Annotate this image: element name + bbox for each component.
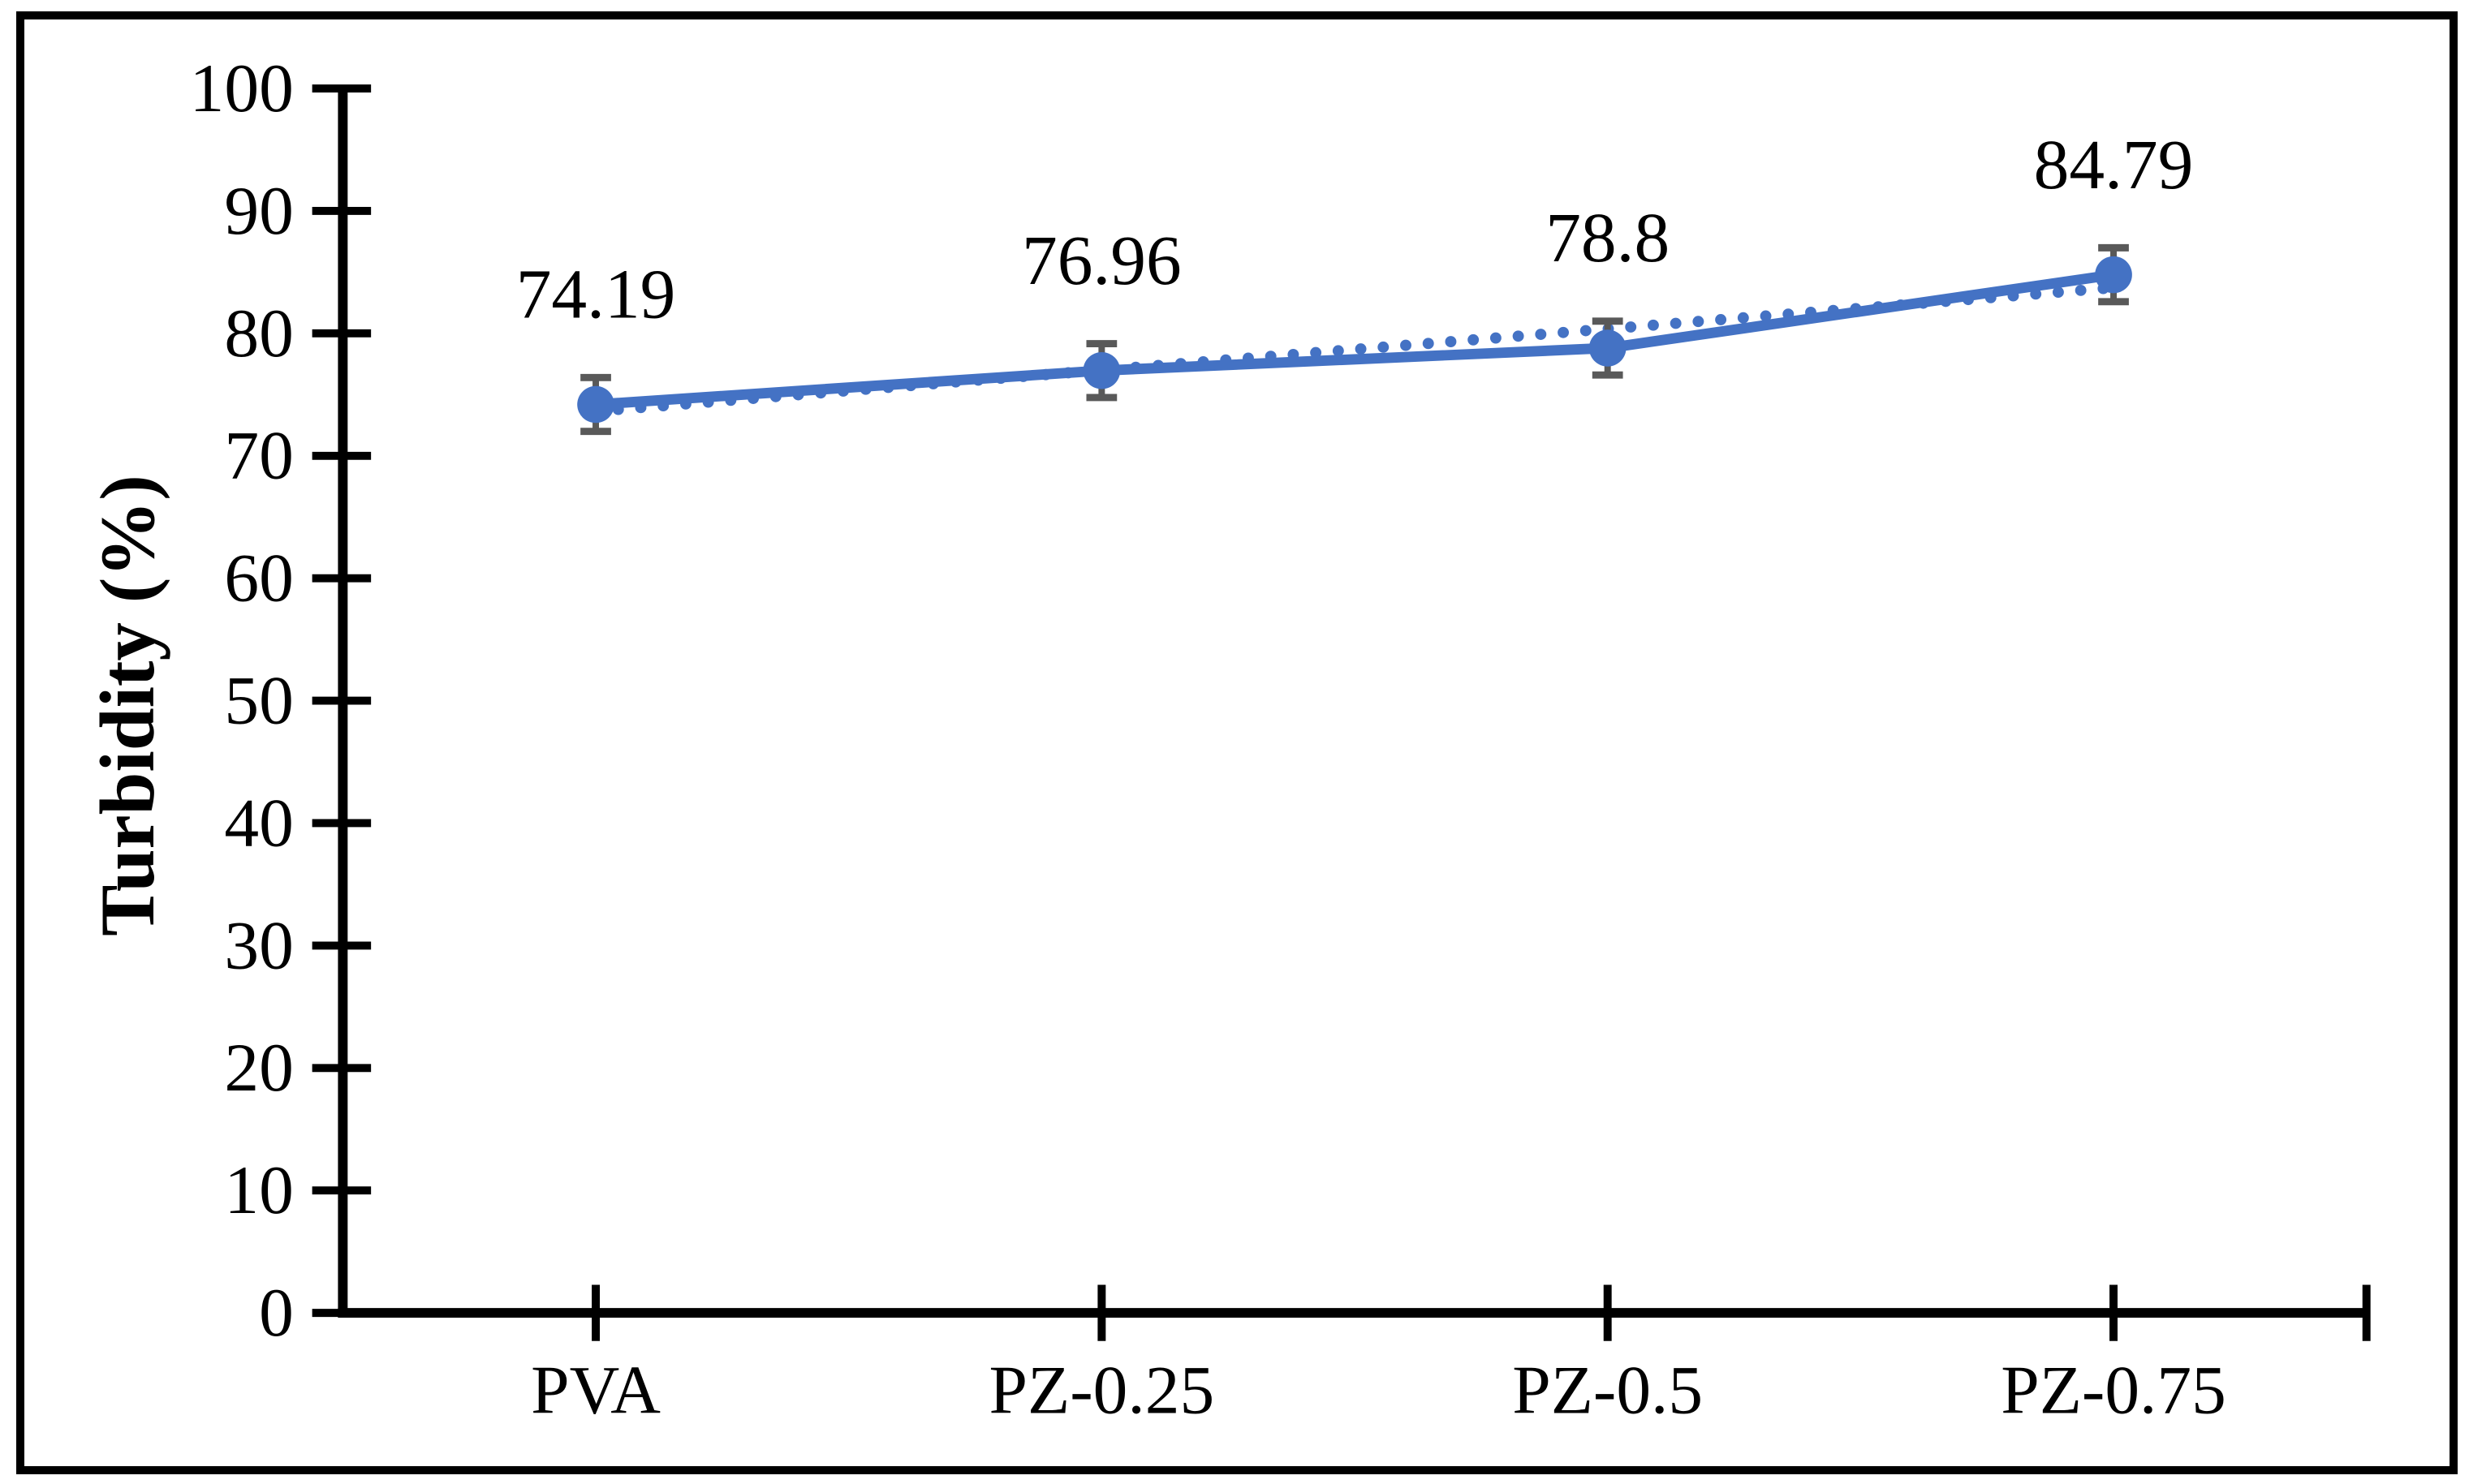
y-tick-label: 40 xyxy=(224,785,293,862)
x-tick-label: PZ-0.25 xyxy=(989,1353,1215,1429)
y-tick-label: 30 xyxy=(224,908,293,984)
line-chart: 0 10 20 30 40 50 60 70 80 90 100 PVA PZ-0.25 PZ-0.5 PZ… xyxy=(84,50,2371,1429)
data-label: 76.96 xyxy=(1022,221,1182,299)
data-label: 74.19 xyxy=(516,255,676,333)
y-tick-label: 80 xyxy=(224,295,293,372)
chart-generated-content: 0 10 20 30 40 50 60 70 80 90 100 PVA PZ-0.25 PZ-0.5 PZ… xyxy=(190,50,2371,1429)
x-tick-label: PZ-0.75 xyxy=(2001,1353,2226,1429)
y-tick-label: 10 xyxy=(224,1152,293,1228)
y-tick-label: 0 xyxy=(259,1275,294,1351)
x-tick-label: PVA xyxy=(531,1353,661,1429)
chart-figure: 0 10 20 30 40 50 60 70 80 90 100 PVA PZ-0.25 PZ-0.5 PZ… xyxy=(16,11,2458,1474)
y-tick-label: 60 xyxy=(224,540,293,617)
y-tick-label: 20 xyxy=(224,1030,293,1106)
y-tick-label: 50 xyxy=(224,663,293,739)
data-point-marker xyxy=(1083,351,1121,389)
data-label: 78.8 xyxy=(1545,198,1670,277)
y-axis-title: Turbidity (%) xyxy=(84,475,170,936)
y-tick-label: 70 xyxy=(224,418,293,494)
data-point-marker xyxy=(1588,329,1627,367)
y-tick-label: 90 xyxy=(224,173,293,249)
data-label: 84.79 xyxy=(2034,125,2194,204)
x-tick-label: PZ-0.5 xyxy=(1512,1353,1703,1429)
y-tick-label: 100 xyxy=(190,50,294,127)
data-point-marker xyxy=(577,385,614,424)
series-line xyxy=(595,269,2114,410)
data-point-marker xyxy=(2095,256,2132,294)
